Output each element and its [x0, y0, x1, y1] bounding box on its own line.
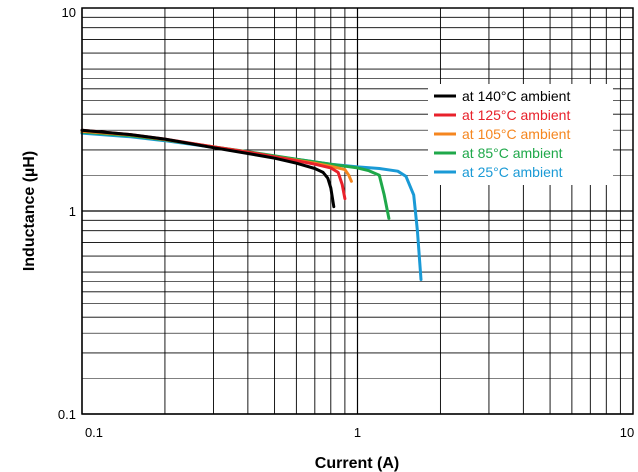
legend-entry: at 140°C ambient [462, 88, 570, 104]
y-tick-label: 10 [62, 5, 76, 20]
x-tick-label: 10 [620, 425, 634, 440]
plot-frame [81, 7, 634, 415]
legend-entry: at 105°C ambient [462, 126, 570, 142]
legend-entry: at 25°C ambient [462, 164, 563, 180]
y-axis-label: Inductance (µH) [21, 151, 38, 271]
legend-entry: at 85°C ambient [462, 145, 563, 161]
x-axis-label: Current (A) [315, 455, 399, 472]
series-lines [80, 128, 423, 281]
x-tick-label: 1 [354, 425, 361, 440]
grid-lines [81, 8, 633, 415]
y-tick-label: 1 [69, 204, 76, 219]
legend: at 140°C ambient at 125°C ambient at 105°C… [428, 84, 613, 185]
series-line [80, 128, 336, 209]
legend-box [428, 84, 613, 185]
legend-entry: at 125°C ambient [462, 107, 570, 123]
tick-labels: 0.1 1 10 0.1 1 10 [58, 5, 634, 440]
x-tick-label: 0.1 [85, 425, 103, 440]
y-tick-label: 0.1 [58, 407, 76, 422]
